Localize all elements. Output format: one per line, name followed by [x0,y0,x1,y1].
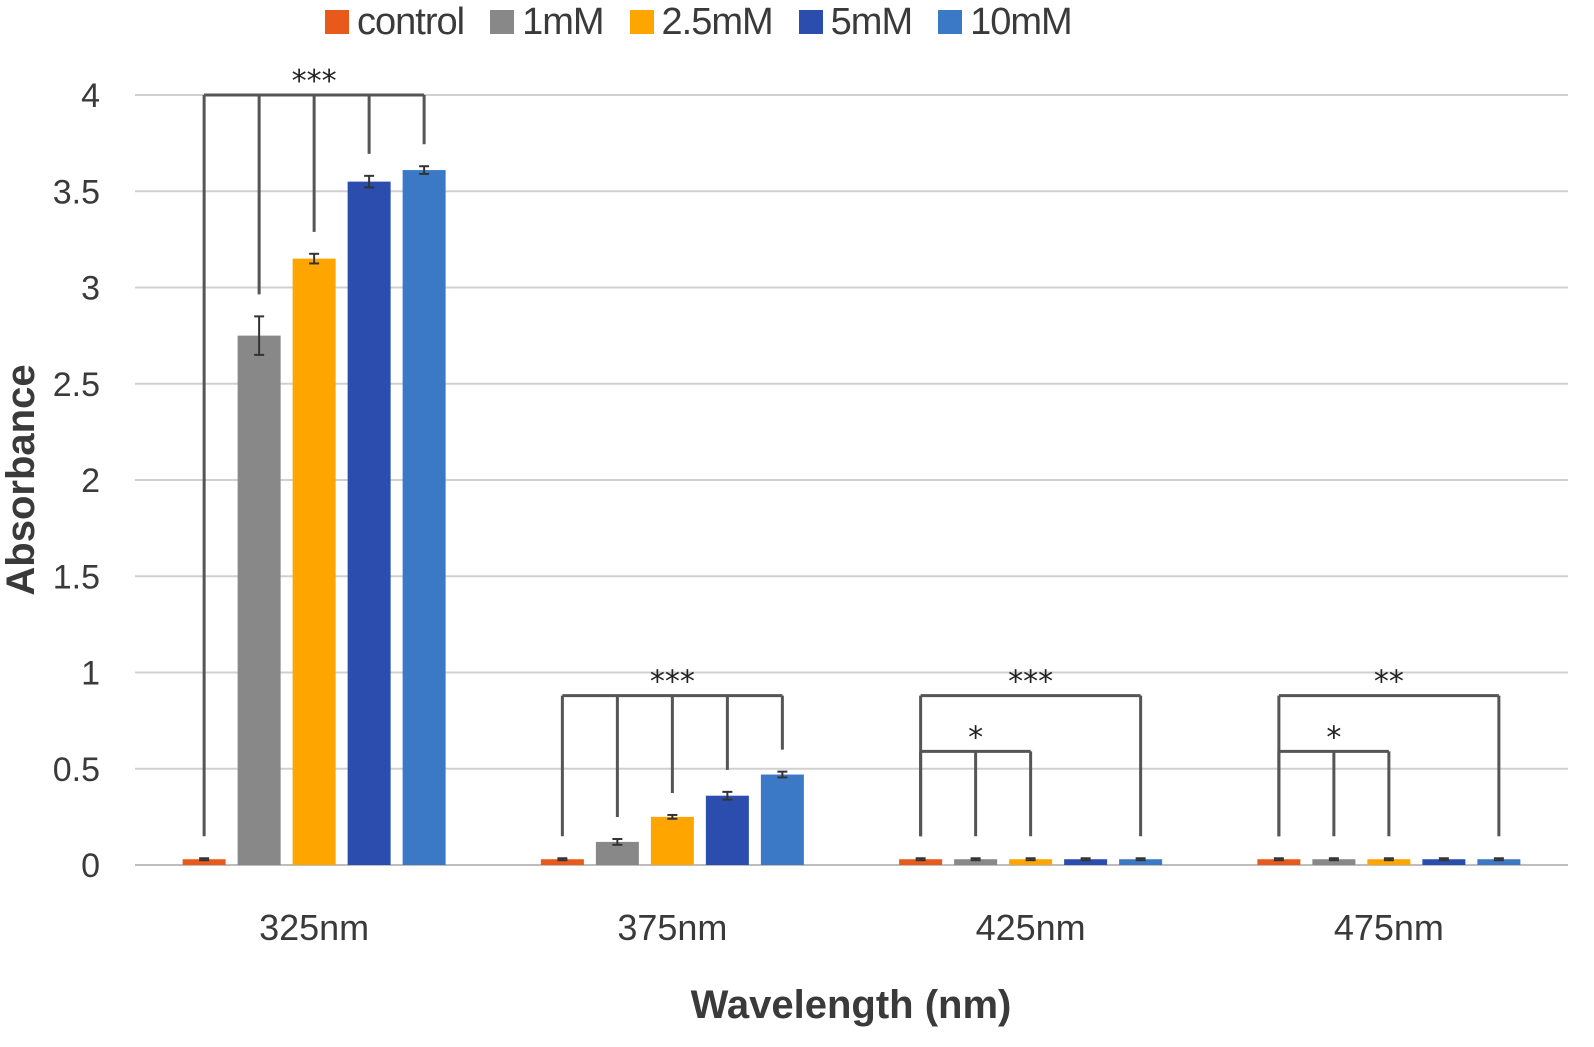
y-tick-label: 1 [81,655,100,693]
legend-swatch [629,10,654,34]
bar-5mM-375nm [705,795,749,865]
legend-item: 10mM [938,0,1073,44]
bar-2.5mM-475nm [1367,859,1411,865]
x-tick-label: 325nm [259,907,369,948]
error-bar [1080,857,1091,862]
legend-swatch [325,10,349,34]
error-bars [199,165,1504,862]
bar-2.5mM-425nm [1009,859,1053,865]
legend-swatch [798,10,823,34]
error-bar [309,252,320,265]
error-bar [1273,857,1284,862]
legend-label: 2.5mM [661,0,774,43]
significance-bracket [202,93,426,837]
error-bar [254,315,265,356]
bar-1mM-425nm [954,859,998,865]
bar-control-475nm [1257,859,1301,865]
bar-control-325nm [182,859,226,865]
significance-label: *** [650,665,695,700]
error-bar [667,813,678,820]
error-bar [722,790,733,801]
legend-item: control [325,0,465,44]
bar-1mM-375nm [595,841,639,865]
significance-bracket [919,749,1033,837]
legend-swatch [938,10,963,34]
significance-brackets: ****** ******* [202,64,1501,837]
legend-label: 10mM [970,0,1073,43]
y-axis-title: Absorbance [0,364,43,595]
bar-1mM-325nm [237,335,281,865]
legend-label: 5mM [830,0,913,43]
y-tick-label: 4 [81,77,100,115]
legend-item: 5mM [798,0,913,44]
x-tick-labels: 325nm 375nm 425nm 475nm [259,907,1444,948]
significance-bracket [1277,749,1391,837]
legend-label: 1mM [522,0,604,43]
error-bar [777,770,788,779]
y-tick-label: 3.5 [53,173,100,211]
bar-10mM-375nm [760,774,804,865]
bar-control-375nm [540,859,584,865]
y-tick-label: 1.5 [53,558,100,596]
y-tick-label: 3 [81,270,100,308]
error-bar [557,857,568,862]
y-tick-label: 2.5 [53,366,100,404]
error-bar [612,838,623,846]
bar-control-425nm [899,859,943,865]
bar-10mM-425nm [1119,859,1163,865]
y-tick-labels: 0 0.5 1 1.5 2 2.5 3 3.5 4 [53,77,100,885]
error-bar [199,857,210,862]
x-axis-title: Wavelength (nm) [691,983,1012,1027]
bar-1mM-475nm [1312,859,1356,865]
error-bar [1493,857,1504,862]
significance-label: *** [292,64,337,99]
legend-label: control [357,0,465,43]
error-bar [1383,857,1394,862]
legend: control 1mM 2.5mM 5mM 10mM [325,0,1073,44]
bar-5mM-325nm [347,181,391,865]
legend-swatch [490,10,515,34]
legend-item: 1mM [490,0,605,44]
error-bar [1438,857,1449,862]
y-tick-label: 0.5 [53,751,100,789]
significance-label: *** [1008,665,1053,700]
significance-bracket [560,694,784,837]
y-tick-label: 2 [81,462,100,500]
bar-5mM-425nm [1064,859,1108,865]
significance-label: * [1326,720,1341,755]
bar-10mM-325nm [402,170,446,865]
bars [182,170,1521,865]
bar-10mM-475nm [1477,859,1521,865]
bar-5mM-475nm [1422,859,1466,865]
error-bar [1328,857,1339,862]
bar-2.5mM-375nm [650,816,694,865]
error-bar [419,165,430,175]
bar-2.5mM-325nm [292,258,336,865]
x-tick-label: 375nm [617,907,727,948]
error-bar [1025,857,1036,862]
x-tick-label: 425nm [976,907,1086,948]
y-tick-label: 0 [81,847,100,885]
legend-item: 2.5mM [629,0,774,44]
error-bar [915,857,926,862]
x-tick-label: 475nm [1334,907,1444,948]
error-bar [1135,857,1146,862]
error-bar [970,857,981,862]
significance-label: * [968,720,983,755]
significance-label: ** [1374,665,1404,700]
error-bar [364,174,375,189]
